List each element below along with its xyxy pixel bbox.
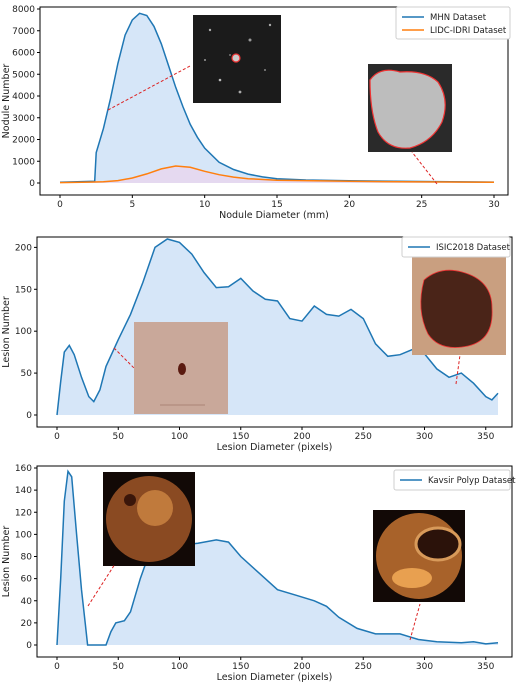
y-tick-label: 100	[15, 327, 32, 337]
y-tick-label: 200	[15, 243, 32, 253]
y-tick-label: 3000	[12, 114, 35, 124]
axes: 0 5 10 15 20 25 30 0 1000 2000 3000 4000 5000 6000 700…	[1, 5, 509, 221]
y-tick-label: 20	[21, 619, 33, 629]
endoscopy-inset-left	[103, 472, 195, 566]
x-tick-label: 300	[416, 662, 433, 672]
arrow-to-ct-inset	[107, 65, 191, 111]
axes: 0 50 100 150 200 250 300 350050100150200Lesion …	[1, 236, 513, 453]
y-tick-label: 150	[15, 285, 32, 295]
series-line-1	[59, 165, 495, 184]
x-axis-label: Lesion Diameter (pixels)	[217, 442, 333, 453]
legend: ISIC2018 Dataset	[401, 236, 511, 258]
nodule-segmentation-inset	[368, 64, 452, 152]
x-tick-label: 0	[54, 662, 60, 672]
y-tick-label: 160	[15, 464, 32, 474]
series-line-0	[56, 469, 499, 646]
y-tick-label: 140	[15, 486, 32, 496]
series-area-0	[60, 13, 494, 183]
x-axis-label: Nodule Diameter (mm)	[219, 210, 329, 221]
arrow-to-right-inset	[409, 603, 421, 641]
x-tick-label: 100	[171, 432, 188, 442]
x-tick-label: 350	[477, 432, 494, 442]
x-tick-label: 200	[293, 662, 310, 672]
x-tick-label: 150	[232, 432, 249, 442]
legend: MHN Dataset LIDC-IDRI Dataset	[395, 6, 511, 40]
y-tick-label: 40	[21, 597, 33, 607]
legend-label-lidc: LIDC-IDRI Dataset	[430, 26, 507, 36]
ct-scan-inset	[193, 15, 281, 103]
y-tick-label: 0	[26, 641, 32, 651]
x-tick-label: 5	[129, 200, 135, 210]
y-tick-label: 60	[21, 575, 33, 585]
legend: Kavsir Polyp Dataset	[393, 469, 516, 491]
arrow-to-left-inset	[87, 563, 116, 607]
x-tick-label: 150	[232, 662, 249, 672]
x-tick-label: 250	[355, 662, 372, 672]
axes: 0 50 100 150 200 250 300 350 0 20 40 60 80 100 120 140 1…	[1, 464, 513, 683]
y-axis-label: Lesion Number	[1, 526, 12, 598]
x-tick-label: 50	[113, 662, 125, 672]
y-tick-label: 0	[29, 179, 35, 189]
x-tick-label: 350	[477, 662, 494, 672]
x-axis-label: Lesion Diameter (pixels)	[217, 672, 333, 683]
isic-chart: 0 50 100 150 200 250 300 350050100150200Lesion …	[1, 236, 513, 453]
y-tick-label: 1000	[12, 157, 35, 167]
y-tick-label: 6000	[12, 49, 35, 59]
y-axis-label: Lesion Number	[1, 296, 12, 368]
x-tick-label: 100	[171, 662, 188, 672]
skin-lesion-large-inset	[412, 257, 506, 355]
x-tick-label: 30	[488, 200, 500, 210]
legend-label-isic: ISIC2018 Dataset	[436, 243, 511, 253]
y-tick-label: 80	[21, 553, 33, 563]
x-tick-label: 15	[271, 200, 282, 210]
x-tick-label: 0	[54, 432, 60, 442]
x-tick-label: 20	[344, 200, 356, 210]
plot-frame	[39, 6, 509, 196]
kvasir-chart: 0 50 100 150 200 250 300 350 0 20 40 60 80 100 120 140 1…	[1, 464, 516, 683]
y-axis-label: Nodule Number	[1, 64, 12, 139]
y-tick-label: 4000	[12, 92, 35, 102]
series-lines	[56, 469, 499, 646]
series-fills	[57, 471, 498, 645]
y-tick-label: 0	[26, 411, 32, 421]
y-tick-label: 100	[15, 530, 32, 540]
legend-label-kvasir: Kavsir Polyp Dataset	[428, 476, 516, 486]
y-tick-label: 50	[21, 369, 33, 379]
arrow-to-segmentation-inset	[411, 151, 438, 185]
skin-lesion-small-inset	[134, 322, 228, 414]
series-lines	[59, 12, 495, 184]
y-tick-label: 2000	[12, 136, 35, 146]
plot-frame	[36, 236, 513, 428]
endoscopy-inset-right	[373, 510, 465, 602]
x-tick-label: 0	[57, 200, 63, 210]
series-area-0	[57, 471, 498, 645]
series-line-0	[59, 12, 495, 184]
series-area-1	[60, 166, 494, 183]
y-tick-label: 5000	[12, 70, 35, 80]
x-tick-label: 10	[199, 200, 211, 210]
nodule-chart: 0 5 10 15 20 25 30 0 1000 2000 3000 4000 5000 6000 700…	[1, 5, 511, 221]
y-tick-label: 120	[15, 508, 32, 518]
y-tick-label: 7000	[12, 27, 35, 37]
y-tick-label: 8000	[12, 5, 35, 15]
x-tick-label: 25	[416, 200, 427, 210]
x-tick-label: 200	[293, 432, 310, 442]
legend-label-mhn: MHN Dataset	[430, 13, 487, 23]
x-tick-label: 50	[113, 432, 125, 442]
series-fills	[60, 13, 494, 183]
x-tick-label: 300	[416, 432, 433, 442]
x-tick-label: 250	[355, 432, 372, 442]
plot-frame	[36, 465, 513, 658]
